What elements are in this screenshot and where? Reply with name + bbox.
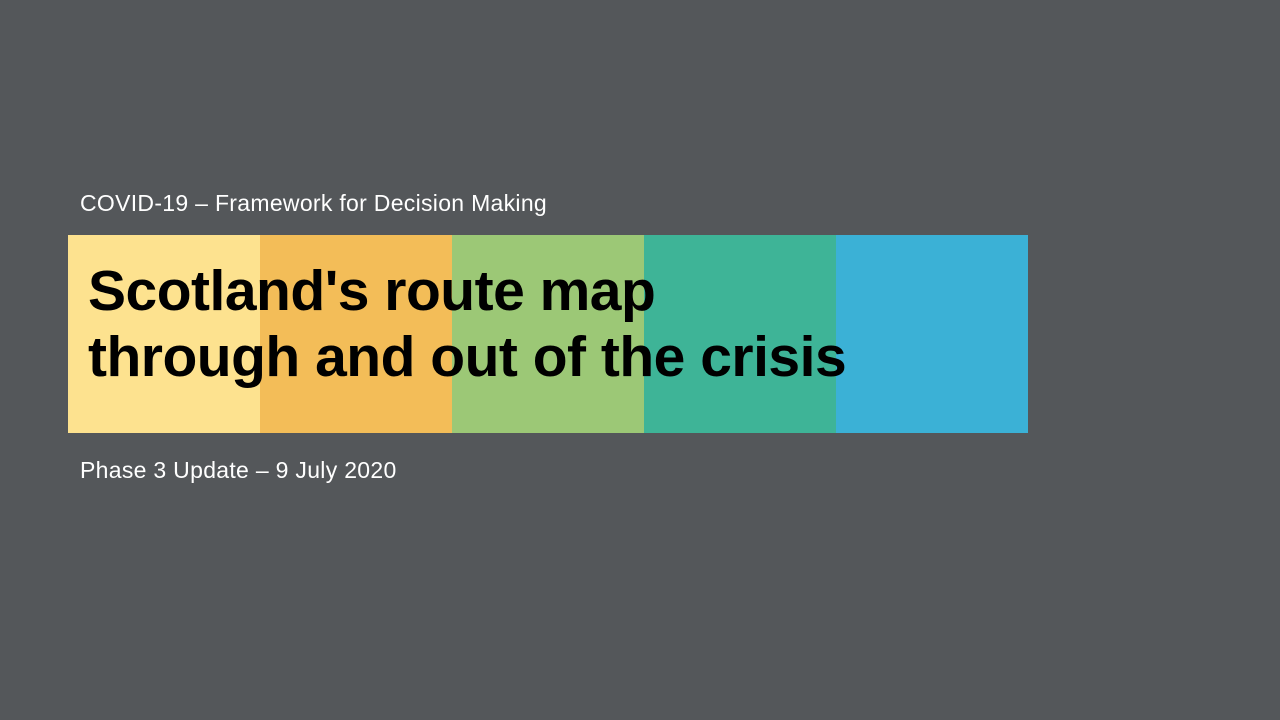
subtitle-text: Phase 3 Update – 9 July 2020 — [68, 457, 1028, 484]
color-segment-5 — [836, 235, 1028, 433]
title-line-2: through and out of the crisis — [88, 325, 846, 389]
title-line-1: Scotland's route map — [88, 259, 655, 323]
document-content: COVID-19 – Framework for Decision Making… — [68, 190, 1028, 484]
title-banner: Scotland's route map through and out of … — [68, 235, 1028, 433]
supertitle-text: COVID-19 – Framework for Decision Making — [68, 190, 1028, 217]
main-title: Scotland's route map through and out of … — [88, 259, 846, 390]
